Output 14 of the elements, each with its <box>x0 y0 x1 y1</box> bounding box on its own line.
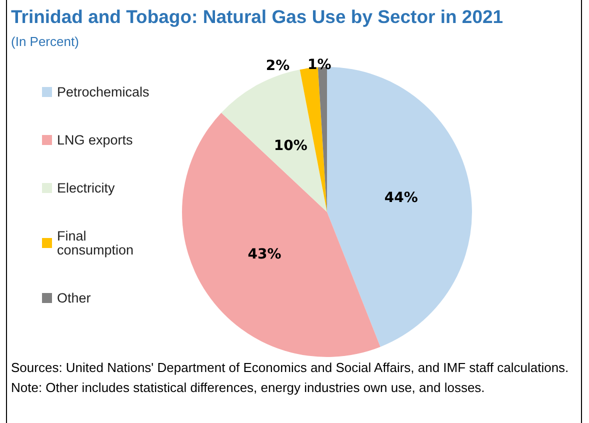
data-label: 1% <box>307 57 332 74</box>
chart-title: Trinidad and Tobago: Natural Gas Use by Sector in 2021 <box>11 6 504 28</box>
legend-label: Final consumption <box>57 228 134 258</box>
chart-subtitle: (In Percent) <box>11 34 79 49</box>
data-label: 10% <box>274 138 308 154</box>
data-label: 44% <box>384 190 418 206</box>
legend-label: Petrochemicals <box>57 84 150 100</box>
data-label: 2% <box>266 58 290 74</box>
legend-label: Electricity <box>57 180 116 196</box>
data-label: 43% <box>248 246 282 262</box>
legend-label: LNG exports <box>57 132 134 148</box>
source-note: Sources: United Nations' Department of Economics and Social Affairs, and IMF staff calculations. <box>11 359 570 377</box>
legend-label: Other <box>57 290 92 306</box>
text: Note: Other includes statistical differences, energy industries own use, and losses. <box>11 379 486 397</box>
